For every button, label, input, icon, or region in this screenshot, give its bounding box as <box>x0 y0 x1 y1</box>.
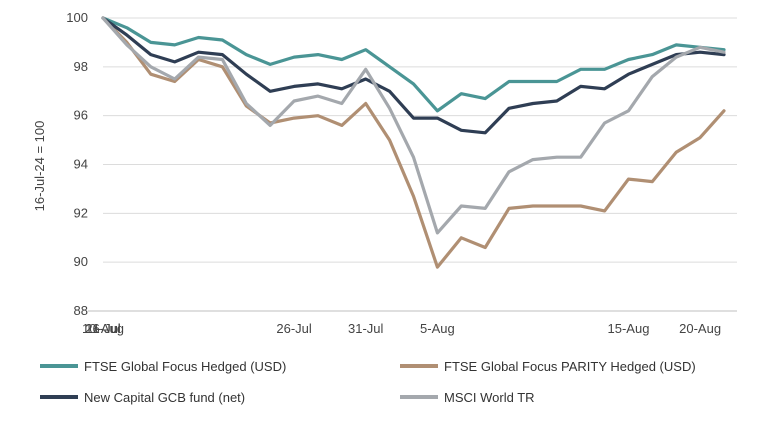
x-tick-label: 20-Aug <box>679 321 721 336</box>
legend-label: FTSE Global Focus Hedged (USD) <box>84 359 286 374</box>
gridlines <box>103 17 737 263</box>
y-tick-label: 88 <box>74 303 88 318</box>
legend-label: FTSE Global Focus PARITY Hedged (USD) <box>444 359 696 374</box>
x-tick-label: 10-Aug <box>82 321 124 336</box>
series-line-2 <box>101 16 726 269</box>
y-tick-label: 98 <box>74 59 88 74</box>
x-tick-label: 21-Jul <box>85 321 121 336</box>
legend-label: MSCI World TR <box>444 390 535 405</box>
x-tick-label: 5-Aug <box>420 321 455 336</box>
y-axis-title: 16-Jul-24 = 100 <box>32 121 47 212</box>
series-lines <box>101 16 726 269</box>
series-line-4 <box>101 16 726 235</box>
y-tick-label: 92 <box>74 205 88 220</box>
y-tick-label: 100 <box>66 10 88 25</box>
legend-label: New Capital GCB fund (net) <box>84 390 245 405</box>
series-line-3 <box>101 16 726 135</box>
x-tick-label: 26-Jul <box>276 321 312 336</box>
x-tick-label: 31-Jul <box>348 321 384 336</box>
x-tick-label: 15-Aug <box>608 321 650 336</box>
y-tick-label: 94 <box>74 157 88 172</box>
y-tick-label: 96 <box>74 108 88 123</box>
series-line-1 <box>101 16 726 113</box>
y-tick-label: 90 <box>74 254 88 269</box>
x-tick-label: 16-Jul <box>85 321 121 336</box>
legend: FTSE Global Focus Hedged (USD) FTSE Globa… <box>40 359 696 405</box>
